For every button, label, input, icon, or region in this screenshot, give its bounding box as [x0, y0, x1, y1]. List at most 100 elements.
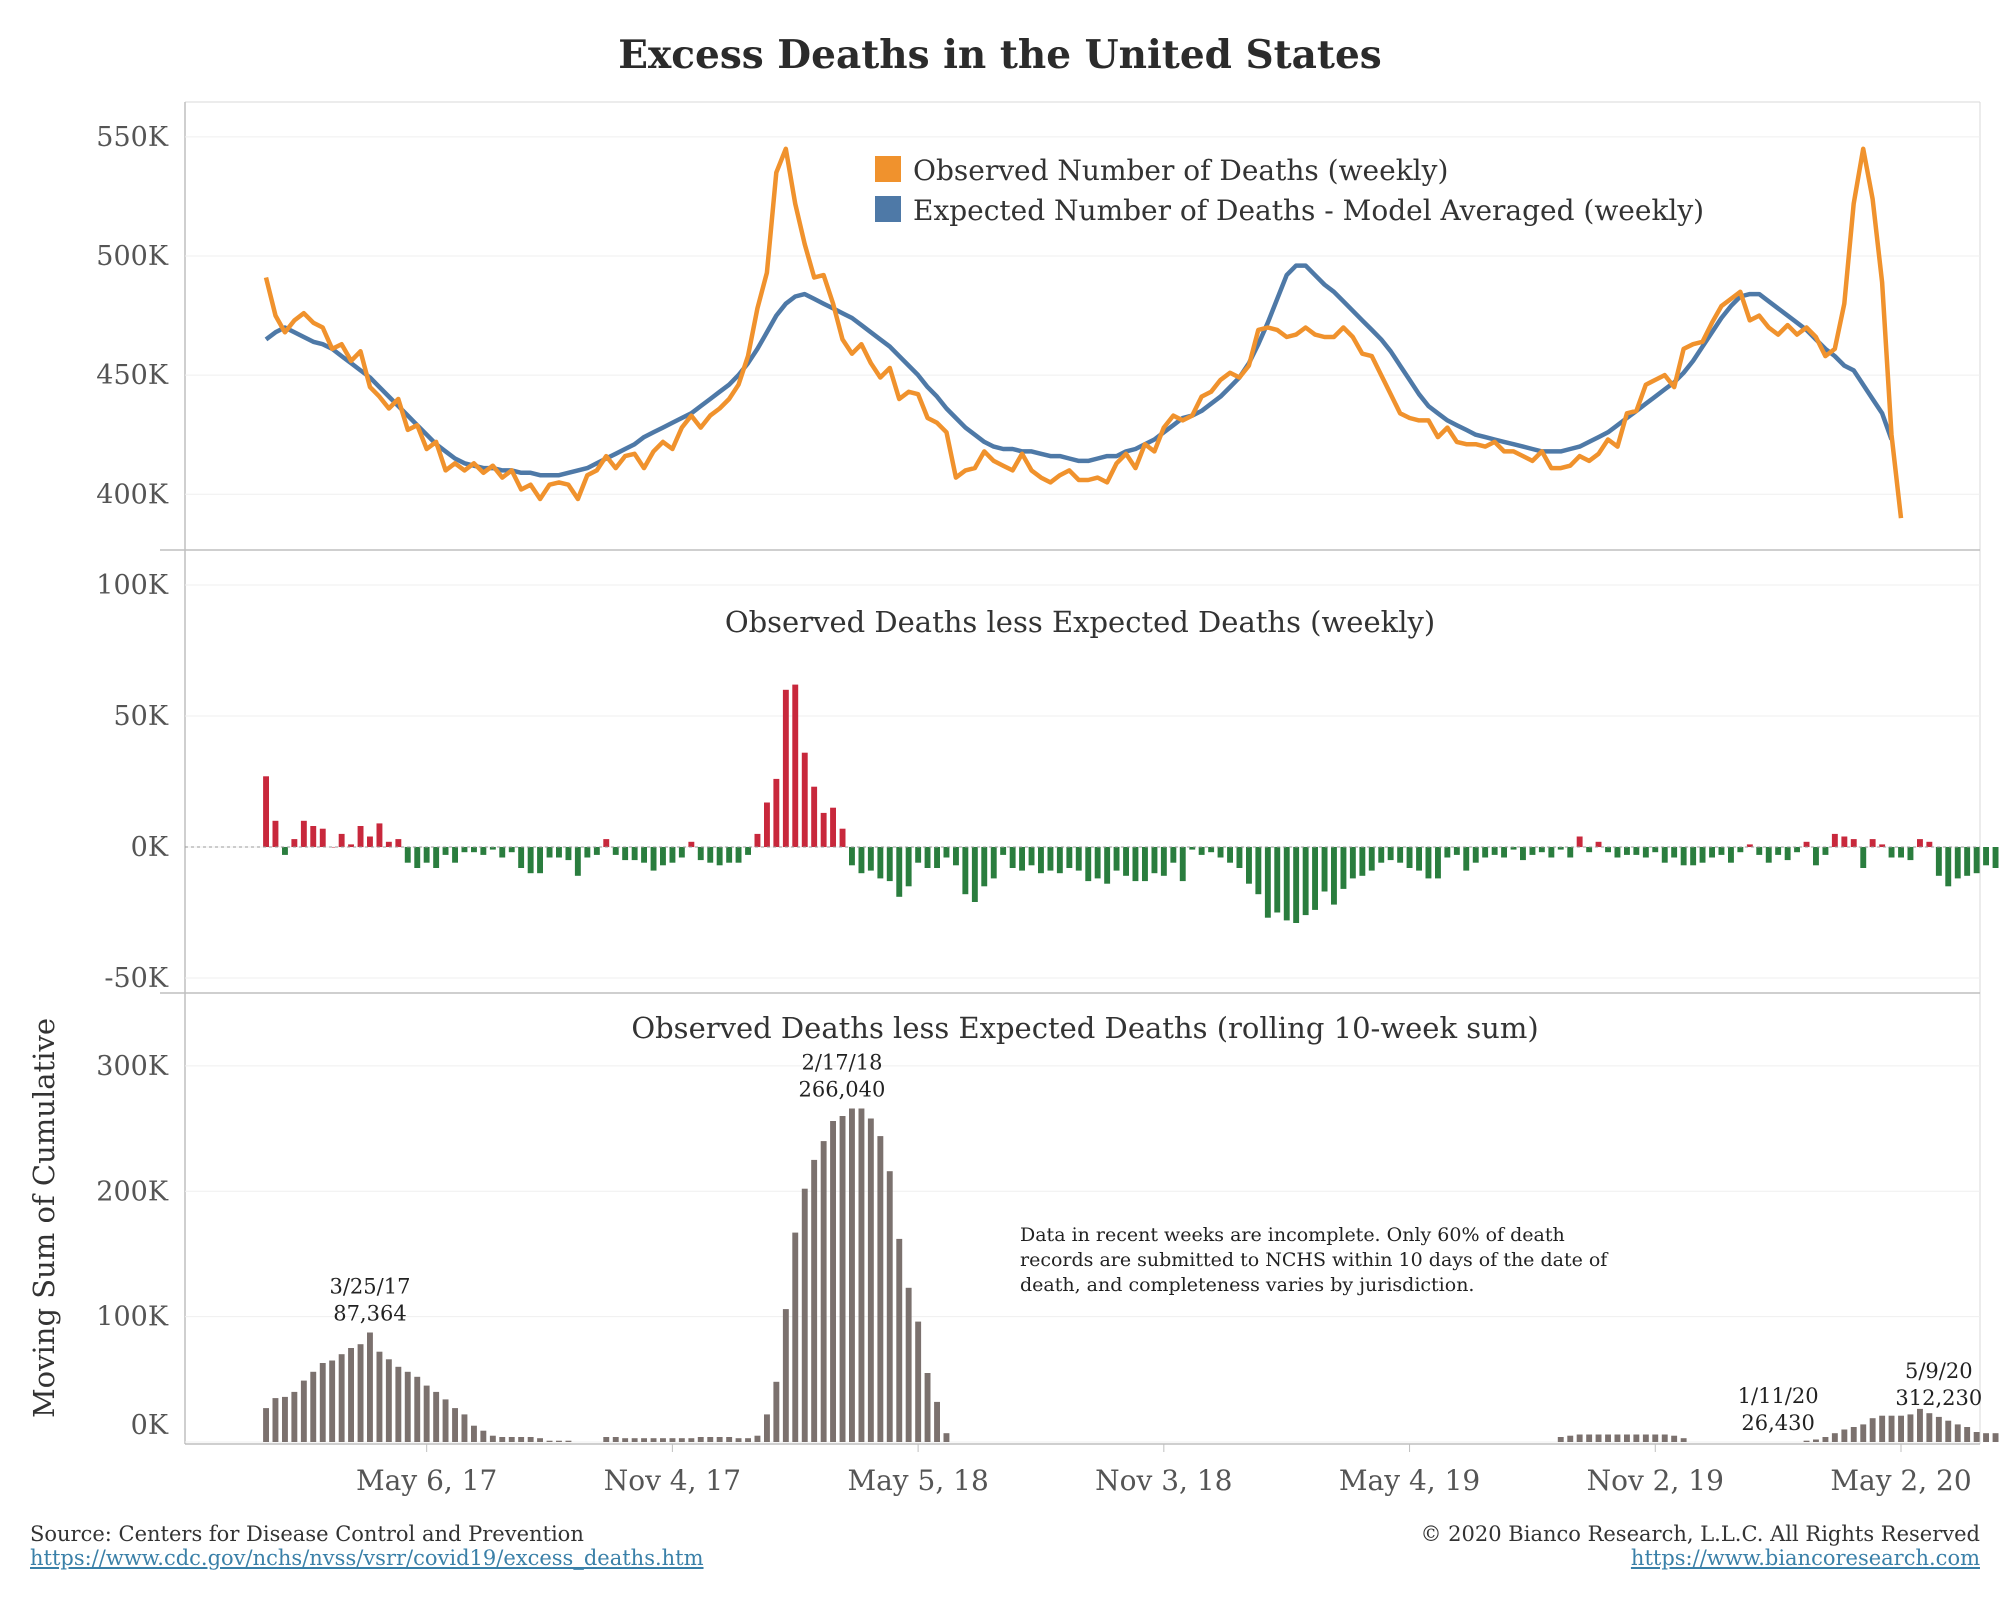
rolling-sum-bar — [1831, 1433, 1838, 1442]
rolling-sum-bar — [499, 1437, 506, 1442]
rolling-sum-title: Observed Deaths less Expected Deaths (ro… — [631, 1011, 1538, 1045]
rolling-sum-bar — [707, 1437, 714, 1442]
excess-bar — [754, 833, 761, 847]
rolling-sum-bar — [867, 1118, 874, 1442]
excess-bar — [1123, 847, 1129, 876]
excess-bar — [764, 802, 770, 847]
rolling-sum-bar — [1888, 1415, 1895, 1442]
excess-bar — [801, 752, 808, 847]
excess-bar — [1056, 847, 1063, 874]
rolling-sum-bar — [1973, 1432, 1980, 1442]
rolling-sum-bar — [489, 1435, 496, 1442]
excess-bar — [1605, 847, 1611, 853]
rolling-sum-bar — [1850, 1427, 1857, 1442]
rolling-sum-bar — [1992, 1433, 1999, 1442]
excess-bar — [1340, 847, 1347, 889]
excess-bar — [546, 847, 553, 858]
excess-bar — [338, 833, 345, 847]
rolling-sum-bar — [886, 1171, 893, 1442]
rolling-sum-bar — [820, 1141, 827, 1442]
rolling-sum-bar — [735, 1438, 742, 1442]
excess-bar — [565, 847, 572, 861]
excess-bar — [1264, 847, 1271, 918]
excess-bar — [1765, 847, 1772, 863]
excess-bar — [1680, 847, 1687, 866]
rolling-sum-bar — [1605, 1434, 1611, 1442]
excess-bar — [357, 826, 364, 847]
excess-bar — [905, 847, 912, 887]
excess-bar — [603, 839, 610, 847]
peak-annotation-value: 266,040 — [799, 1077, 886, 1101]
rolling-sum-bar — [300, 1380, 307, 1442]
excess-bar — [1510, 847, 1517, 850]
excess-bar — [1775, 847, 1782, 855]
rolling-sum-bar — [669, 1438, 676, 1442]
excess-bar — [1085, 847, 1092, 882]
rolling-sum-bar — [367, 1332, 373, 1442]
expected-deaths-line — [264, 263, 1894, 478]
source-link[interactable]: https://www.cdc.gov/nchs/nvss/vsrr/covid… — [30, 1546, 704, 1570]
rolling-sum-bar — [1869, 1418, 1876, 1442]
rolling-sum-bar — [452, 1408, 458, 1442]
excess-bar — [1227, 847, 1233, 863]
excess-bar — [1633, 847, 1640, 855]
rolling-sum-bar — [1964, 1427, 1971, 1442]
excess-bar — [1822, 847, 1829, 855]
rolling-sum-bar — [688, 1438, 695, 1442]
rolling-sum-bar — [915, 1321, 922, 1442]
x-tick-label: May 4, 19 — [1339, 1464, 1480, 1497]
excess-bar — [1690, 847, 1697, 866]
excess-bar — [1737, 847, 1744, 853]
excess-bar — [1576, 836, 1583, 847]
excess-bar — [1000, 847, 1007, 855]
legend-label-expected: Expected Number of Deaths - Model Averag… — [913, 194, 1704, 227]
rolling-sum-bar — [385, 1359, 392, 1442]
excess-bar — [1746, 844, 1753, 847]
rolling-sum-bar — [622, 1438, 629, 1442]
rolling-sum-bar — [849, 1108, 855, 1442]
rolling-sum-bar — [612, 1437, 619, 1442]
excess-bar — [1699, 847, 1706, 863]
excess-bar — [1444, 847, 1451, 858]
excess-bar — [1831, 833, 1838, 847]
excess-bar — [1274, 847, 1281, 913]
rolling-sum-bar — [1983, 1433, 1989, 1442]
excess-bar — [395, 839, 402, 847]
excess-bar — [1813, 847, 1819, 866]
excess-bar — [537, 847, 543, 874]
excess-bar — [1595, 841, 1602, 847]
excess-bar — [1709, 847, 1715, 858]
peak-annotation-date: 3/25/17 — [329, 1274, 410, 1298]
rolling-sum-bar — [1557, 1437, 1564, 1442]
excess-bar — [1151, 847, 1158, 874]
excess-bar — [574, 847, 581, 876]
excess-bar — [1028, 847, 1035, 866]
website-link[interactable]: https://www.biancoresearch.com — [1630, 1546, 1980, 1570]
excess-bar — [1359, 847, 1366, 876]
excess-bar — [1406, 847, 1413, 868]
rolling-sum-bar — [1642, 1434, 1649, 1442]
rolling-sum-bar — [650, 1438, 657, 1442]
excess-bar — [1349, 847, 1356, 879]
rolling-sum-bar — [1671, 1435, 1678, 1442]
excess-bar — [1283, 847, 1290, 921]
excess-bar — [1397, 847, 1404, 863]
excess-bar — [1246, 847, 1252, 884]
rolling-sum-bar — [877, 1136, 884, 1442]
excess-bar — [688, 841, 695, 847]
excess-bar — [1520, 847, 1526, 861]
rolling-sum-bar — [1652, 1434, 1659, 1442]
excess-bar — [641, 847, 647, 863]
rolling-sum-bar — [858, 1108, 865, 1442]
excess-bar — [867, 847, 874, 871]
excess-bar — [1671, 847, 1678, 858]
excess-bar — [1160, 847, 1167, 876]
excess-bar — [329, 847, 336, 848]
excess-bar — [1624, 847, 1630, 855]
excess-bar — [348, 844, 354, 847]
excess-bar — [1945, 847, 1952, 887]
footer-source: Source: Centers for Disease Control and … — [30, 1522, 704, 1570]
excess-bar — [1642, 847, 1649, 858]
excess-bar — [1869, 839, 1876, 847]
rolling-sum-bar — [537, 1438, 543, 1442]
